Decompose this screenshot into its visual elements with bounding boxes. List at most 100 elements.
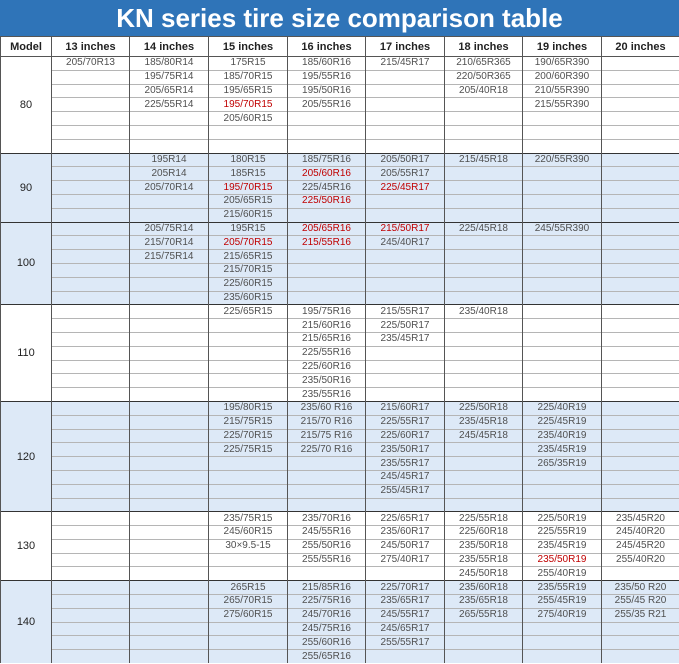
size-cell <box>51 497 130 512</box>
size-cell <box>129 580 209 595</box>
size-cell <box>444 649 523 664</box>
size-cell <box>601 387 679 402</box>
size-cell <box>51 207 130 223</box>
size-cell <box>601 180 679 195</box>
size-cell: 205/60R15 <box>208 111 288 126</box>
size-cell <box>444 111 523 126</box>
size-cell: 255/35 R21 <box>601 607 679 623</box>
size-cell <box>444 373 523 388</box>
size-cell: 205/70R13 <box>51 56 130 71</box>
size-cell: 215/45R18 <box>444 152 523 167</box>
size-cell: 195R15 <box>208 221 288 236</box>
size-cell <box>444 318 523 333</box>
size-cell <box>365 566 445 581</box>
size-cell <box>51 152 130 167</box>
size-cell <box>444 469 523 485</box>
size-cell <box>601 249 679 264</box>
size-cell <box>208 345 288 361</box>
size-cell: 205/65R14 <box>129 83 209 98</box>
size-cell: 195/50R16 <box>287 83 366 98</box>
size-cell: 205/40R18 <box>444 83 523 98</box>
size-cell: 255/45R17 <box>365 483 445 498</box>
size-cell <box>51 373 130 388</box>
size-cell: 205/55R16 <box>287 97 366 112</box>
size-cell <box>522 166 602 181</box>
size-cell: 215/75 R16 <box>287 428 366 443</box>
size-cell <box>365 138 445 154</box>
size-cell <box>522 138 602 154</box>
size-cell <box>129 276 209 292</box>
size-cell <box>444 166 523 181</box>
size-cell <box>365 262 445 278</box>
size-cell <box>51 400 130 416</box>
column-header: 19 inches <box>522 36 602 57</box>
size-cell <box>287 497 366 512</box>
size-cell: 245/55R17 <box>365 607 445 623</box>
table-row: 120 195/80R15 235/60 R16 215/60R17 225/50R18… <box>0 400 679 512</box>
size-cell <box>601 566 679 581</box>
size-cell <box>129 621 209 636</box>
size-cell: 235/50R17 <box>365 442 445 457</box>
title: KN series tire size comparison table <box>0 0 679 36</box>
size-cell <box>51 414 130 430</box>
size-cell: 235/60 R16 <box>287 400 366 416</box>
size-cell: 235/40R19 <box>522 428 602 443</box>
size-cell: 215/50R17 <box>365 221 445 236</box>
size-cell <box>208 387 288 402</box>
table-row: 100 205/75R14 195R15 205/65R16 215/50R17 225/… <box>0 221 679 305</box>
size-cell: 205/60R16 <box>287 166 366 181</box>
size-cell <box>51 387 130 402</box>
size-cell <box>444 193 523 209</box>
size-cell <box>601 635 679 650</box>
table-row: 235/50R16 <box>1 373 679 388</box>
size-cell <box>208 138 288 154</box>
size-cell <box>129 428 209 443</box>
size-cell <box>51 235 130 250</box>
size-cell <box>444 290 523 305</box>
size-cell <box>51 580 130 595</box>
size-cell <box>208 621 288 636</box>
size-cell <box>287 276 366 292</box>
size-cell <box>365 207 445 223</box>
size-cell <box>129 497 209 512</box>
size-cell: 265R15 <box>208 580 288 595</box>
size-cell: 185/70R15 <box>208 69 288 85</box>
size-cell <box>522 290 602 305</box>
size-cell <box>601 262 679 278</box>
size-cell: 185/80R14 <box>129 56 209 71</box>
size-cell: 215/70 R16 <box>287 414 366 430</box>
size-cell <box>365 83 445 98</box>
table-row: 215/70R15 <box>1 262 679 278</box>
size-cell <box>522 276 602 292</box>
table-row: 205/70R14 195/70R15 225/45R16 225/45R17 <box>1 180 679 195</box>
size-cell <box>522 193 602 209</box>
size-cell <box>601 111 679 126</box>
size-cell: 225/65R15 <box>208 304 288 319</box>
size-cell <box>51 97 130 112</box>
size-cell <box>365 290 445 305</box>
table-row: 215/70R14 205/70R15 215/55R16 245/40R17 <box>1 235 679 250</box>
size-cell <box>129 566 209 581</box>
size-cell <box>51 262 130 278</box>
size-cell <box>287 124 366 140</box>
size-cell <box>208 318 288 333</box>
size-cell: 225/70 R16 <box>287 442 366 457</box>
size-cell: 215/75R14 <box>129 249 209 264</box>
size-cell <box>522 207 602 223</box>
size-cell <box>208 124 288 140</box>
size-cell: 225/55R14 <box>129 97 209 112</box>
size-cell <box>51 442 130 457</box>
size-cell <box>287 138 366 154</box>
size-cell: 225/60R15 <box>208 276 288 292</box>
size-cell: 215/70R15 <box>208 262 288 278</box>
size-cell <box>287 566 366 581</box>
size-cell: 255/40R19 <box>522 566 602 581</box>
size-cell <box>129 387 209 402</box>
size-cell: 235/65R17 <box>365 594 445 609</box>
size-cell <box>601 193 679 209</box>
size-cell: 235/45R17 <box>365 331 445 347</box>
size-cell <box>208 331 288 347</box>
size-cell <box>601 69 679 85</box>
size-cell <box>51 594 130 609</box>
size-cell: 215/65R15 <box>208 249 288 264</box>
